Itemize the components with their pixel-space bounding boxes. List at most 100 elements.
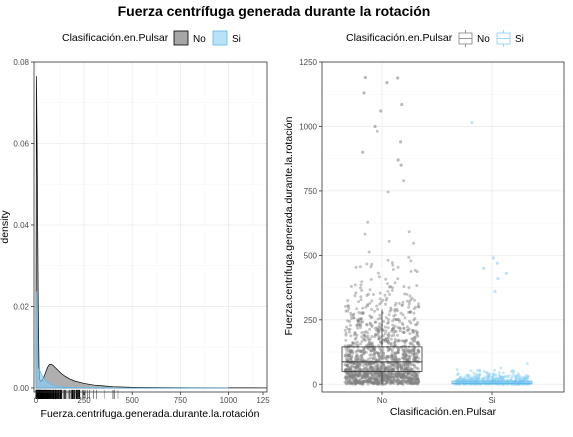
jitter-point bbox=[355, 358, 359, 362]
outlier-point bbox=[504, 271, 508, 275]
jitter-point bbox=[377, 336, 381, 340]
jitter-point bbox=[350, 373, 354, 377]
jitter-point bbox=[354, 356, 358, 360]
jitter-point bbox=[375, 365, 379, 369]
jitter-point bbox=[350, 350, 354, 354]
jitter-point bbox=[402, 326, 406, 330]
jitter-point bbox=[352, 380, 356, 384]
jitter-point bbox=[416, 350, 420, 354]
jitter-point bbox=[382, 378, 386, 382]
jitter-point bbox=[389, 308, 393, 312]
jitter-point bbox=[492, 373, 495, 377]
jitter-point bbox=[352, 316, 356, 320]
jitter-point bbox=[364, 350, 368, 354]
jitter-point bbox=[362, 348, 366, 352]
left-legend-title: Clasificación.en.Pulsar bbox=[62, 32, 169, 44]
jitter-point bbox=[358, 374, 362, 377]
jitter-point bbox=[359, 317, 363, 321]
jitter-point bbox=[365, 379, 369, 383]
jitter-point bbox=[363, 366, 367, 370]
outlier-point bbox=[361, 150, 365, 154]
jitter-point bbox=[384, 337, 388, 341]
jitter-point bbox=[380, 366, 383, 370]
jitter-point bbox=[367, 361, 371, 365]
jitter-point bbox=[368, 356, 372, 360]
jitter-point bbox=[354, 377, 358, 381]
jitter-point bbox=[415, 270, 419, 274]
jitter-point bbox=[377, 358, 381, 362]
jitter-point bbox=[366, 220, 370, 224]
jitter-point bbox=[516, 377, 520, 381]
outlier-point bbox=[470, 121, 474, 125]
jitter-point bbox=[372, 381, 376, 385]
jitter-point bbox=[356, 319, 360, 323]
jitter-point bbox=[414, 329, 418, 333]
jitter-point bbox=[377, 380, 381, 384]
jitter-point bbox=[349, 357, 353, 361]
jitter-point bbox=[411, 331, 415, 335]
jitter-point bbox=[358, 379, 361, 383]
jitter-point bbox=[364, 363, 368, 367]
jitter-point bbox=[413, 381, 417, 385]
jitter-point bbox=[344, 379, 348, 383]
jitter-point bbox=[394, 352, 397, 356]
jitter-point bbox=[374, 350, 378, 354]
jitter-point bbox=[407, 327, 411, 331]
jitter-point bbox=[401, 382, 405, 386]
jitter-point bbox=[397, 373, 401, 377]
jitter-point bbox=[468, 379, 472, 383]
jitter-point bbox=[395, 374, 399, 378]
jitter-point bbox=[400, 345, 403, 349]
jitter-point bbox=[413, 339, 417, 343]
jitter-point bbox=[396, 366, 400, 370]
jitter-point bbox=[344, 368, 348, 371]
jitter-point bbox=[347, 379, 351, 383]
jitter-point bbox=[409, 269, 413, 273]
jitter-point bbox=[368, 342, 372, 346]
right-legend-key-no bbox=[458, 30, 473, 47]
jitter-point bbox=[408, 351, 412, 355]
jitter-point bbox=[404, 352, 408, 356]
jitter-point bbox=[345, 349, 349, 352]
jitter-point bbox=[361, 380, 365, 384]
jitter-point bbox=[347, 352, 351, 356]
jitter-point bbox=[476, 368, 479, 372]
jitter-point bbox=[358, 362, 362, 366]
jitter-point bbox=[360, 355, 364, 359]
jitter-point bbox=[403, 349, 407, 353]
jitter-point bbox=[407, 350, 411, 354]
outlier-point bbox=[493, 289, 497, 294]
jitter-point bbox=[361, 379, 365, 383]
jitter-point bbox=[515, 377, 518, 381]
jitter-point bbox=[401, 348, 405, 352]
jitter-point bbox=[350, 373, 354, 377]
jitter-point bbox=[368, 301, 372, 305]
jitter-point bbox=[386, 376, 390, 380]
jitter-point bbox=[344, 377, 348, 381]
jitter-point bbox=[379, 380, 383, 384]
jitter-point bbox=[361, 306, 365, 310]
jitter-point bbox=[470, 377, 474, 381]
jitter-point bbox=[374, 364, 378, 368]
jitter-point bbox=[373, 351, 376, 355]
jitter-point bbox=[415, 381, 419, 385]
jitter-point bbox=[360, 311, 364, 315]
jitter-point bbox=[406, 349, 410, 353]
jitter-point bbox=[405, 379, 409, 383]
jitter-point bbox=[347, 307, 351, 310]
jitter-point bbox=[345, 368, 349, 372]
jitter-point bbox=[398, 380, 402, 384]
jitter-point bbox=[413, 338, 417, 342]
jitter-point bbox=[362, 337, 366, 341]
jitter-point bbox=[360, 280, 364, 284]
jitter-point bbox=[346, 304, 350, 308]
jitter-point bbox=[477, 376, 481, 380]
boxplot-panel-border bbox=[321, 61, 565, 393]
jitter-point bbox=[499, 375, 503, 379]
jitter-point bbox=[384, 302, 387, 306]
jitter-point bbox=[371, 381, 375, 385]
jitter-point bbox=[391, 375, 395, 379]
jitter-point bbox=[375, 379, 379, 383]
jitter-point bbox=[393, 324, 397, 328]
jitter-point bbox=[354, 379, 357, 383]
